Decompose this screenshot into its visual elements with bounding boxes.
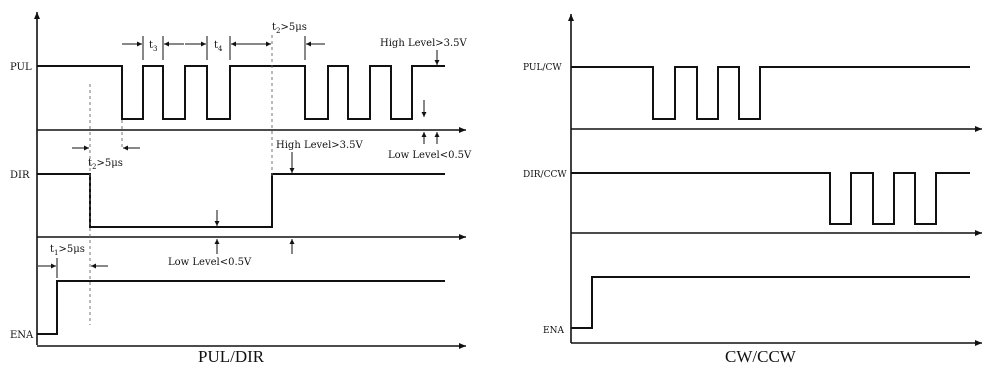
signal-label-ena-right: ENA [543, 326, 564, 336]
t2-mid-label: t2>5μs [88, 158, 123, 171]
cw-ccw-caption: CW/CCW [725, 347, 797, 366]
ena-waveform [37, 280, 445, 335]
high-level-top-label: High Level>3.5V [380, 38, 468, 49]
pul-dir-diagram: PUL DIR ENA t3 t4 t2>5μs High Level>3.5V [10, 12, 472, 366]
t1-label: t1>5μs [50, 244, 85, 257]
low-level-bottom-label: Low Level<0.5V [168, 257, 252, 268]
ena-right-waveform [571, 276, 970, 329]
signal-label-pul-cw: PUL/CW [523, 63, 562, 73]
signal-label-pul: PUL [10, 62, 32, 73]
cw-ccw-diagram: PUL/CW DIR/CCW ENA CW/CCW [523, 14, 982, 366]
pul-waveform [37, 65, 445, 120]
dir-waveform [37, 173, 445, 228]
pul-dir-caption: PUL/DIR [198, 347, 265, 366]
signal-label-dir: DIR [10, 170, 30, 181]
signal-label-dir-ccw: DIR/CCW [523, 170, 567, 180]
t3-label: t3 [149, 40, 158, 53]
panel-divider [500, 0, 522, 366]
t4-label: t4 [214, 40, 223, 53]
signal-label-ena: ENA [10, 330, 34, 341]
high-level-mid-label: High Level>3.5V [276, 140, 364, 151]
pul-cw-waveform [571, 66, 970, 120]
low-level-right-label: Low Level<0.5V [388, 150, 472, 161]
t2-top-label: t2>5μs [272, 22, 307, 35]
dir-ccw-waveform [571, 172, 970, 225]
